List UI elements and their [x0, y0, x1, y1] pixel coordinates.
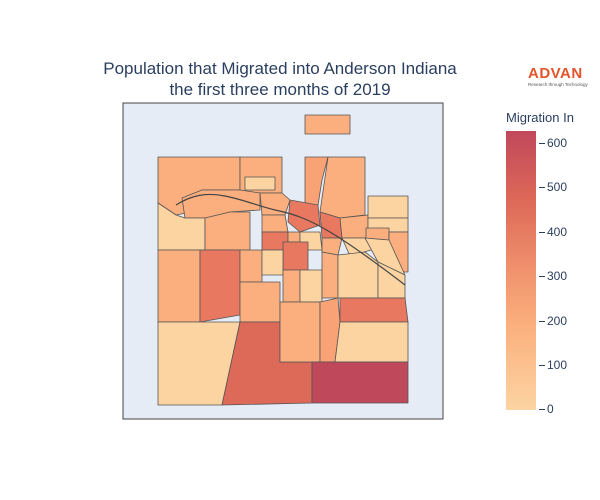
colorbar-label-100: 100: [547, 358, 568, 372]
colorbar-tick: [539, 365, 545, 366]
tract-w2: [199, 249, 241, 323]
tract-s5: [334, 321, 409, 363]
colorbar-label-500: 500: [547, 180, 568, 194]
tract-nc6: [261, 214, 289, 233]
colorbar-label-300: 300: [547, 269, 568, 283]
tract-nw6: [204, 211, 251, 251]
advan-logo: ADVAN Research through Technology: [528, 66, 588, 88]
map-title: Population that Migrated into Anderson I…: [40, 58, 520, 100]
title-line-1: Population that Migrated into Anderson I…: [103, 59, 457, 78]
colorbar-tick: [539, 187, 545, 188]
tract-m6: [339, 297, 409, 323]
logo-tagline: Research through Technology: [528, 82, 588, 87]
tract-north-isolated: [304, 114, 351, 135]
tract-m1: [282, 269, 301, 303]
colorbar-label-400: 400: [547, 225, 568, 239]
colorbar-tick: [539, 143, 545, 144]
colorbar-title: Migration In: [506, 110, 574, 125]
colorbar-tick: [539, 409, 545, 410]
colorbar-label-200: 200: [547, 314, 568, 328]
colorbar-tick: [539, 321, 545, 322]
tract-nw3: [244, 176, 276, 191]
tract-m2: [299, 269, 323, 303]
tract-nc4: [287, 199, 321, 233]
tract-ne1: [367, 195, 409, 219]
tract-se: [311, 361, 409, 404]
river-line: [175, 193, 406, 286]
tract-w5: [239, 281, 281, 323]
tract-m3: [321, 251, 339, 299]
colorbar-label-600: 600: [547, 136, 568, 150]
tract-m4: [337, 251, 379, 299]
logo-wordmark: ADVAN: [528, 65, 583, 82]
tract-nc3: [319, 156, 366, 219]
colorbar-tick: [539, 232, 545, 233]
title-line-2: the first three months of 2019: [169, 80, 391, 99]
tract-c4: [282, 241, 309, 271]
tract-w1: [157, 249, 201, 323]
tract-s3: [279, 301, 321, 363]
colorbar-gradient: [506, 131, 536, 410]
tract-nc7: [339, 214, 369, 239]
tract-nc2: [304, 156, 329, 206]
tract-nc1: [259, 192, 291, 216]
colorbar-tick: [539, 276, 545, 277]
tract-w4: [261, 249, 284, 276]
tract-w3: [239, 249, 263, 283]
colorbar-label-0: 0: [547, 402, 554, 416]
tract-c2: [287, 231, 301, 243]
